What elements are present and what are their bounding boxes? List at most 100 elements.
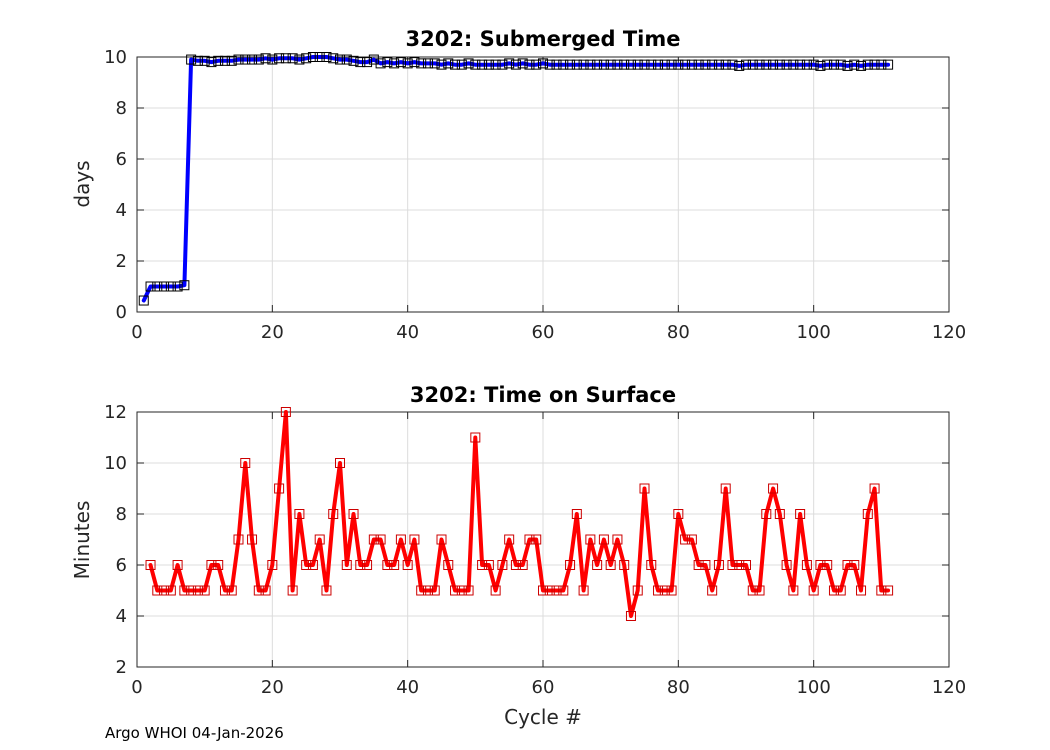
data-point — [307, 560, 318, 570]
data-point — [172, 560, 183, 570]
data-point — [199, 585, 210, 596]
data-point — [395, 534, 406, 545]
data-point — [578, 585, 589, 596]
data-point — [172, 281, 183, 292]
data-point — [788, 585, 799, 596]
data-point — [274, 53, 285, 64]
data-point — [206, 57, 217, 68]
y-tick-label: 2 — [116, 251, 127, 272]
data-point — [856, 60, 867, 71]
data-point — [470, 432, 481, 443]
x-tick-label: 0 — [131, 322, 142, 343]
data-point — [179, 585, 190, 596]
x-tick-label: 60 — [532, 322, 555, 343]
data-point — [145, 281, 156, 292]
data-point — [510, 560, 521, 570]
chart-title-bottom: 3202: Time on Surface — [410, 383, 676, 407]
data-point — [707, 585, 718, 596]
data-point — [693, 560, 704, 570]
data-point — [490, 585, 501, 596]
data-point — [219, 55, 230, 66]
data-point — [409, 534, 420, 545]
data-point — [666, 585, 677, 596]
data-point — [328, 509, 339, 519]
data-point — [301, 560, 312, 570]
data-point — [159, 585, 170, 596]
data-point — [538, 585, 548, 596]
data-point — [625, 611, 636, 621]
data-point — [274, 483, 285, 494]
data-point — [213, 55, 224, 66]
data-point — [585, 59, 596, 70]
data-point — [436, 59, 447, 70]
data-point — [355, 560, 366, 570]
data-point — [862, 59, 873, 70]
data-point — [375, 58, 386, 69]
data-point — [571, 509, 582, 519]
x-tick-label: 100 — [796, 677, 830, 698]
data-point — [362, 560, 373, 570]
data-point — [619, 560, 630, 570]
data-point — [741, 59, 751, 70]
data-point — [362, 57, 373, 68]
data-point — [605, 560, 616, 570]
data-point — [754, 59, 765, 70]
data-point — [734, 560, 745, 570]
data-point — [781, 560, 792, 570]
data-point — [653, 585, 664, 596]
data-point — [625, 59, 636, 70]
chart-title-top: 3202: Submerged Time — [405, 27, 680, 51]
data-point — [409, 57, 420, 68]
data-point — [741, 560, 751, 570]
data-point — [849, 59, 860, 70]
data-point — [416, 585, 427, 596]
data-point — [801, 59, 812, 70]
y-tick-label: 6 — [116, 555, 127, 576]
data-point — [869, 483, 880, 494]
data-point — [761, 59, 772, 70]
data-point — [368, 534, 379, 545]
data-point — [159, 281, 170, 292]
y-tick-label: 4 — [116, 200, 127, 221]
data-point — [294, 509, 305, 519]
data-point — [869, 59, 880, 70]
data-point — [186, 585, 197, 596]
data-point — [808, 585, 819, 596]
data-point — [443, 58, 454, 69]
data-point — [693, 59, 704, 70]
data-point — [673, 59, 684, 70]
data-point — [517, 560, 528, 570]
data-point — [328, 53, 339, 64]
data-point — [382, 560, 393, 570]
x-ticks-bottom: 0 20 40 60 80 100 120 — [131, 412, 966, 698]
x-tick-label: 60 — [532, 677, 555, 698]
data-point — [335, 54, 345, 65]
data-point — [504, 534, 515, 545]
data-point — [138, 295, 149, 306]
data-point — [585, 534, 596, 545]
data-point — [429, 58, 440, 69]
x-tick-label: 40 — [396, 677, 419, 698]
data-point — [558, 59, 569, 70]
data-point — [497, 59, 508, 70]
data-point — [822, 59, 833, 70]
data-point — [720, 59, 731, 70]
data-point — [781, 59, 792, 70]
data-point — [152, 281, 163, 292]
y-axis-label-top: days — [70, 160, 94, 207]
data-point — [544, 59, 555, 70]
panel-time-on-surface: 0 20 40 60 80 100 120 2 4 6 8 10 12 3202: Time on S… — [70, 383, 966, 729]
data-point — [876, 585, 887, 596]
data-point — [856, 585, 867, 596]
data-point — [253, 54, 264, 65]
data-point — [862, 509, 873, 519]
data-point — [341, 54, 352, 65]
data-point — [659, 59, 670, 70]
data-point — [551, 585, 562, 596]
data-point — [247, 54, 258, 65]
data-point — [842, 60, 853, 71]
data-point — [801, 560, 812, 570]
x-tick-label: 120 — [932, 677, 966, 698]
data-point — [267, 54, 278, 65]
data-point — [734, 60, 745, 71]
